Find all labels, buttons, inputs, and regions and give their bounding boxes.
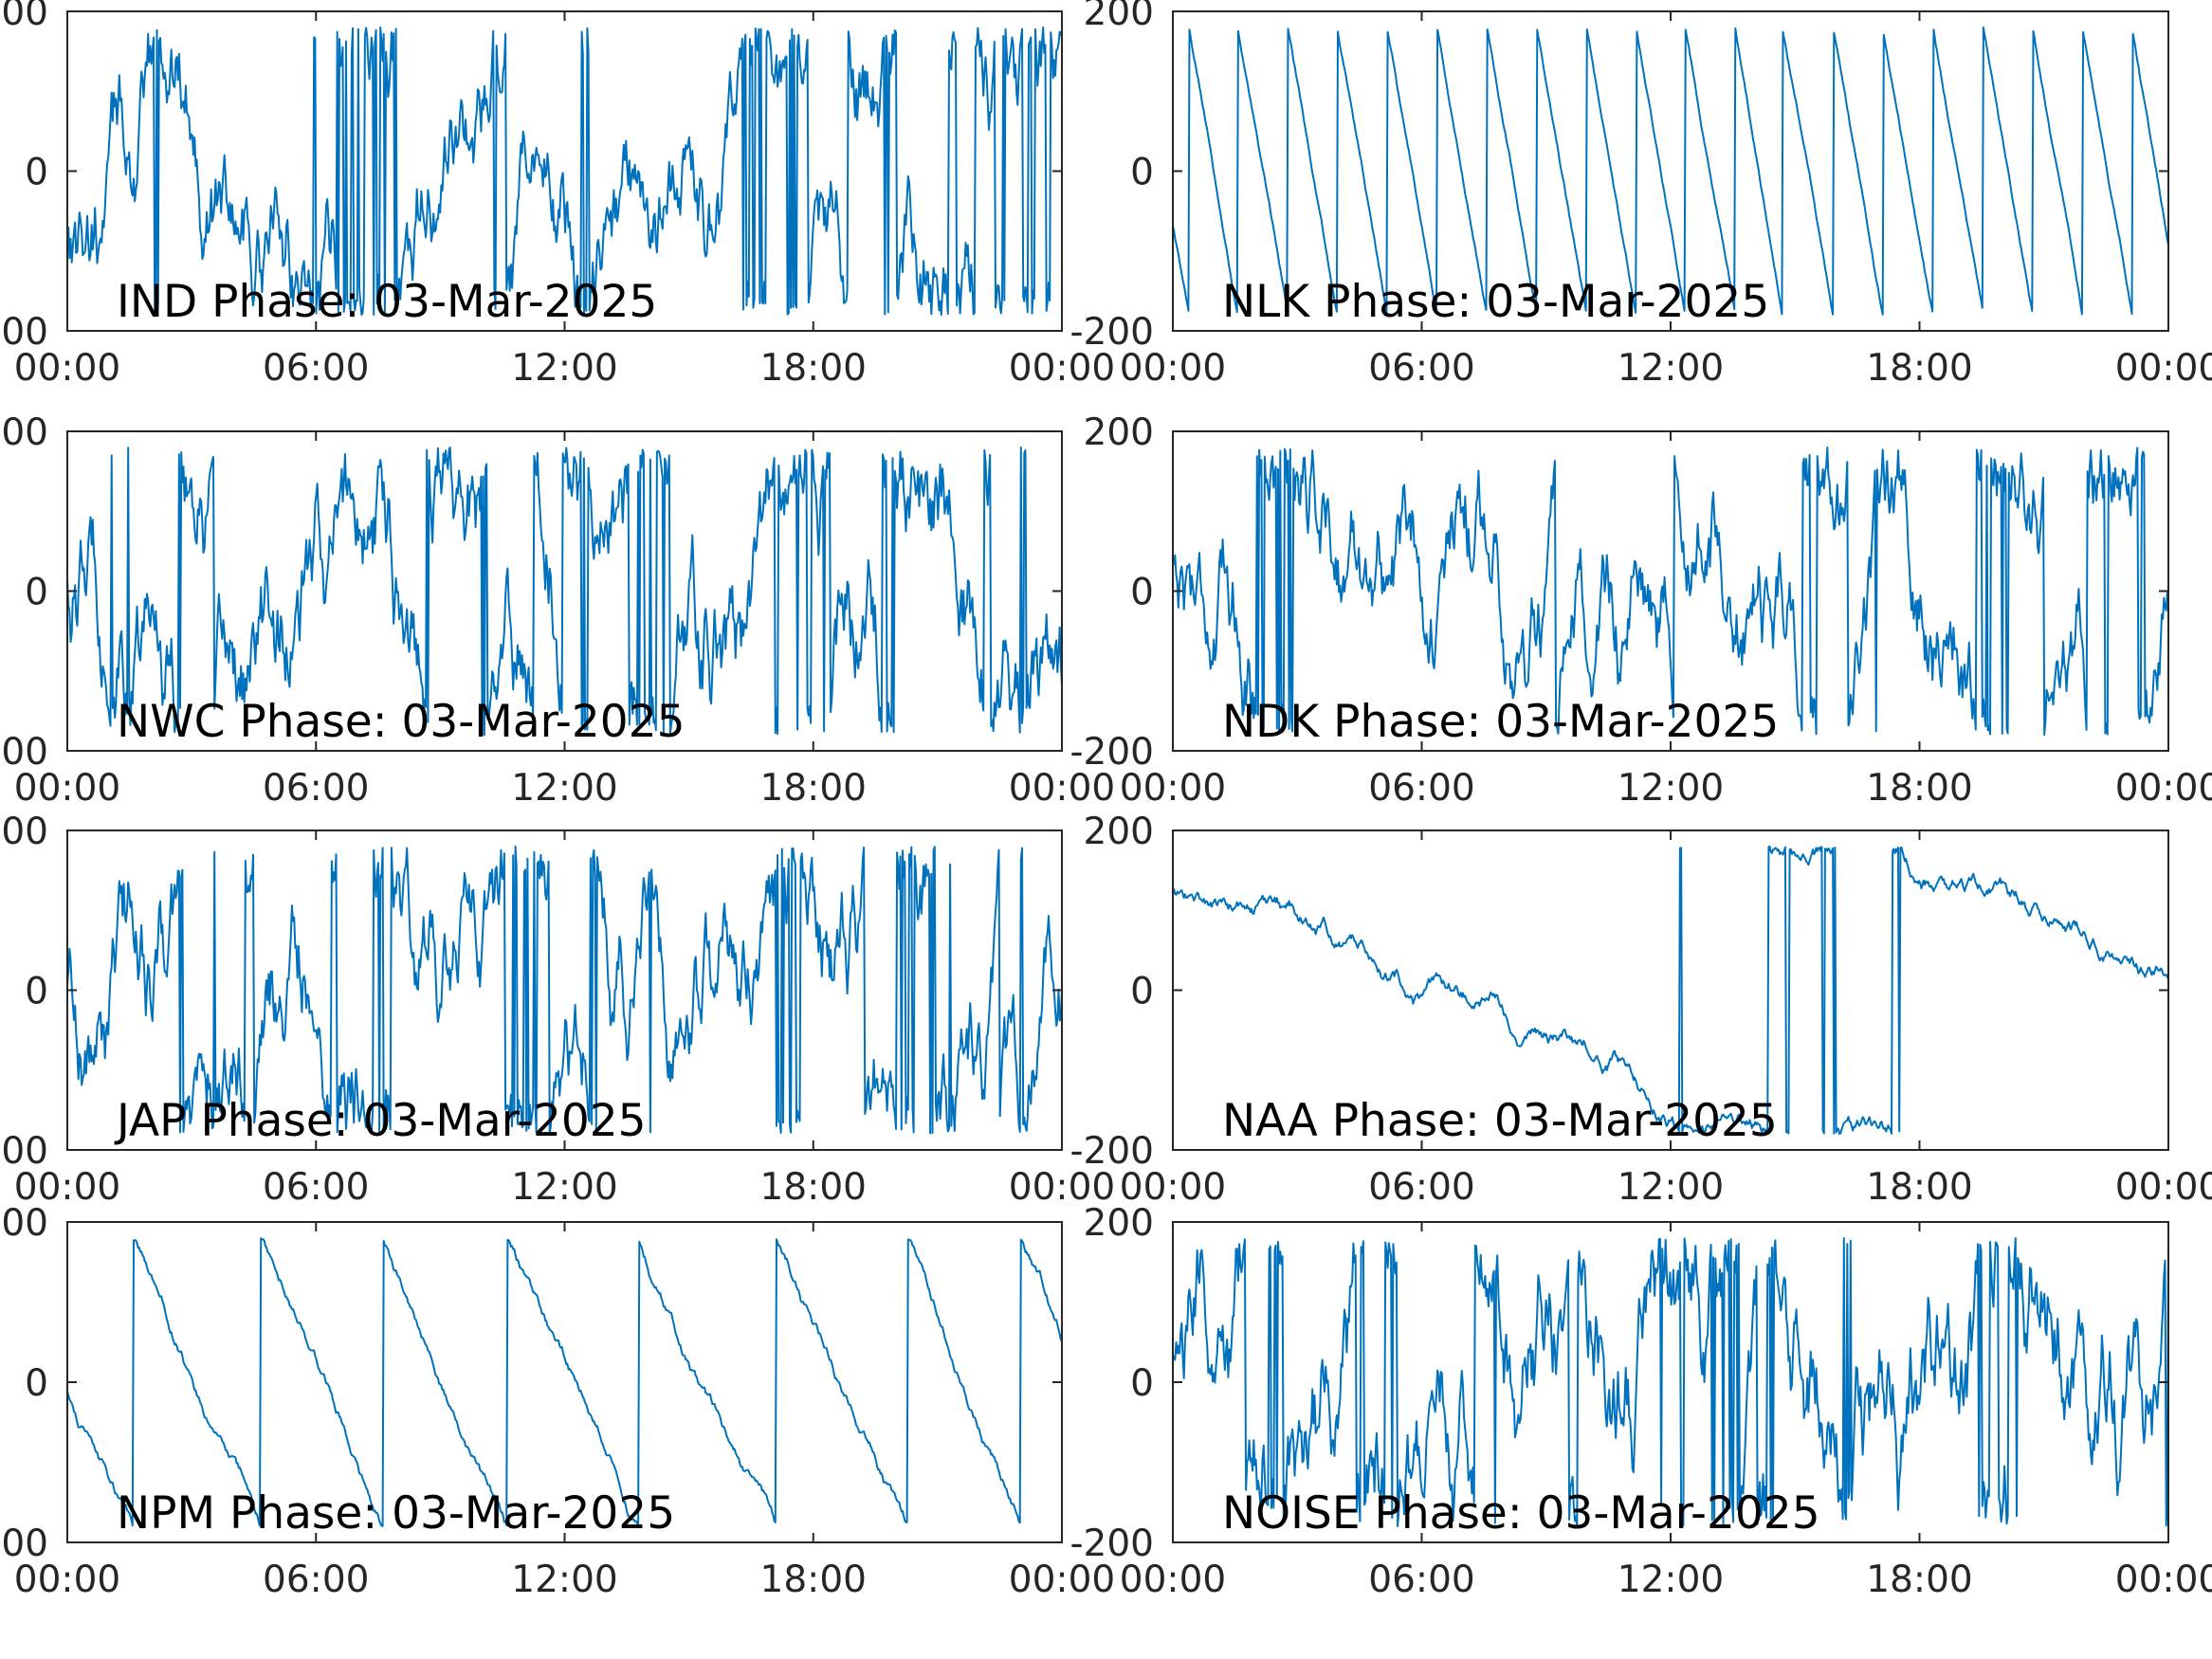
- y-tick-label: 200: [1084, 411, 1154, 454]
- y-tick-label: 0: [1130, 572, 1154, 614]
- y-tick-label: -200: [1069, 1522, 1154, 1565]
- x-tick-label: 00:00: [14, 347, 120, 390]
- x-tick-label: 00:00: [1009, 767, 1115, 810]
- series-line: [67, 26, 1062, 317]
- x-tick-label: 18:00: [1866, 1559, 1972, 1601]
- x-tick-label: 12:00: [511, 767, 617, 810]
- x-tick-label: 12:00: [1618, 767, 1724, 810]
- series-line: [1173, 446, 2168, 737]
- panel-label: NLK Phase: 03-Mar-2025: [1222, 276, 1769, 328]
- x-tick-label: 00:00: [14, 1166, 120, 1209]
- y-tick-label: 0: [25, 1362, 48, 1405]
- x-tick-label: 06:00: [263, 767, 369, 810]
- y-tick-label: 0: [25, 152, 48, 194]
- x-tick-label: 00:00: [1009, 1559, 1115, 1601]
- x-tick-label: 18:00: [760, 347, 867, 390]
- x-tick-label: 12:00: [511, 1166, 617, 1209]
- x-tick-label: 00:00: [2115, 1559, 2212, 1601]
- y-tick-label: 200: [1084, 1202, 1154, 1245]
- y-tick-label: -200: [0, 731, 48, 774]
- x-tick-label: 12:00: [1618, 1559, 1724, 1601]
- series-line: [67, 1237, 1062, 1527]
- x-tick-label: 18:00: [760, 767, 867, 810]
- series-line: [1173, 1237, 2168, 1527]
- y-tick-label: 200: [0, 411, 48, 454]
- x-tick-label: 06:00: [1368, 347, 1474, 390]
- x-tick-label: 06:00: [263, 1166, 369, 1209]
- panel-label: IND Phase: 03-Mar-2025: [117, 276, 657, 328]
- panel-label: JAP Phase: 03-Mar-2025: [114, 1095, 647, 1147]
- x-tick-label: 00:00: [1120, 1166, 1226, 1209]
- x-tick-label: 00:00: [1120, 347, 1226, 390]
- x-tick-label: 00:00: [1120, 1559, 1226, 1601]
- x-tick-label: 12:00: [511, 347, 617, 390]
- y-tick-label: 200: [0, 1202, 48, 1245]
- series-line: [67, 447, 1062, 737]
- x-tick-label: 18:00: [760, 1166, 867, 1209]
- x-tick-label: 00:00: [14, 1559, 120, 1601]
- x-tick-label: 12:00: [1618, 347, 1724, 390]
- panel-label: NWC Phase: 03-Mar-2025: [117, 696, 686, 748]
- panel-label: NDK Phase: 03-Mar-2025: [1222, 696, 1779, 748]
- x-tick-label: 00:00: [1009, 347, 1115, 390]
- x-tick-label: 18:00: [1866, 767, 1972, 810]
- x-tick-label: 06:00: [1368, 767, 1474, 810]
- x-tick-label: 00:00: [1120, 767, 1226, 810]
- x-tick-label: 18:00: [760, 1559, 867, 1601]
- y-tick-label: 200: [0, 811, 48, 853]
- series-line: [67, 845, 1062, 1135]
- y-tick-label: -200: [1069, 1130, 1154, 1173]
- x-tick-label: 18:00: [1866, 1166, 1972, 1209]
- x-tick-label: 00:00: [2115, 1166, 2212, 1209]
- panel-label: NPM Phase: 03-Mar-2025: [117, 1487, 675, 1540]
- x-tick-label: 06:00: [1368, 1559, 1474, 1601]
- y-tick-label: 0: [25, 572, 48, 614]
- y-tick-label: -200: [1069, 311, 1154, 354]
- panel-label: NAA Phase: 03-Mar-2025: [1222, 1095, 1778, 1147]
- y-tick-label: 0: [25, 971, 48, 1013]
- y-tick-label: -200: [1069, 731, 1154, 774]
- x-tick-label: 06:00: [1368, 1166, 1474, 1209]
- panel-label: NOISE Phase: 03-Mar-2025: [1222, 1487, 1820, 1540]
- y-tick-label: -200: [0, 311, 48, 354]
- x-tick-label: 06:00: [263, 347, 369, 390]
- y-tick-label: 200: [0, 0, 48, 34]
- y-tick-label: 200: [1084, 0, 1154, 34]
- x-tick-label: 18:00: [1866, 347, 1972, 390]
- series-line: [1173, 845, 2168, 1135]
- x-tick-label: 12:00: [511, 1559, 617, 1601]
- y-tick-label: -200: [0, 1522, 48, 1565]
- x-tick-label: 00:00: [2115, 347, 2212, 390]
- x-tick-label: 00:00: [14, 767, 120, 810]
- x-tick-label: 12:00: [1618, 1166, 1724, 1209]
- y-tick-label: 0: [1130, 1362, 1154, 1405]
- series-line: [1173, 26, 2168, 316]
- y-tick-label: -200: [0, 1130, 48, 1173]
- x-tick-label: 00:00: [2115, 767, 2212, 810]
- y-tick-label: 0: [1130, 971, 1154, 1013]
- y-tick-label: 0: [1130, 152, 1154, 194]
- x-tick-label: 06:00: [263, 1559, 369, 1601]
- x-tick-label: 00:00: [1009, 1166, 1115, 1209]
- y-tick-label: 200: [1084, 811, 1154, 853]
